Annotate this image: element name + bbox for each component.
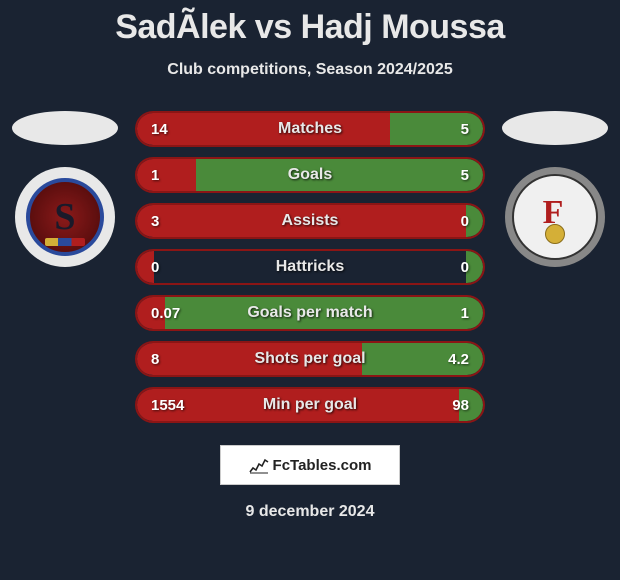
sparkline-icon: [249, 455, 269, 475]
stat-row: 00Hattricks: [135, 249, 485, 285]
stat-row: 30Assists: [135, 203, 485, 239]
feyenoord-badge: F: [512, 174, 598, 260]
page-title: SadÃ­lek vs Hadj Moussa: [0, 0, 620, 47]
right-player-side: F: [495, 111, 615, 267]
subtitle: Club competitions, Season 2024/2025: [0, 61, 620, 79]
player-silhouette-left: [12, 111, 118, 145]
club-logo-left: S: [15, 167, 115, 267]
stat-row: 84.2Shots per goal: [135, 341, 485, 377]
stat-row: 155498Min per goal: [135, 387, 485, 423]
stat-label: Goals: [137, 166, 483, 184]
comparison-panel: S 145Matches 15Goals 30Assists 00Hattricks 0…: [0, 111, 620, 423]
stat-bars: 145Matches 15Goals 30Assists 00Hattricks 0.0…: [135, 111, 485, 423]
stat-label: Hattricks: [137, 258, 483, 276]
stat-label: Min per goal: [137, 396, 483, 414]
stat-row: 15Goals: [135, 157, 485, 193]
stat-label: Matches: [137, 120, 483, 138]
player-silhouette-right: [502, 111, 608, 145]
sparta-badge: S: [26, 178, 104, 256]
stat-label: Goals per match: [137, 304, 483, 322]
sparta-stripe: [45, 238, 85, 246]
stat-label: Assists: [137, 212, 483, 230]
date-label: 9 december 2024: [0, 503, 620, 521]
left-player-side: S: [5, 111, 125, 267]
feyenoord-coin: [545, 224, 565, 244]
brand-text: FcTables.com: [273, 457, 372, 474]
club-logo-right: F: [505, 167, 605, 267]
brand-logo: FcTables.com: [220, 445, 400, 485]
stat-row: 0.071Goals per match: [135, 295, 485, 331]
stat-row: 145Matches: [135, 111, 485, 147]
stat-label: Shots per goal: [137, 350, 483, 368]
